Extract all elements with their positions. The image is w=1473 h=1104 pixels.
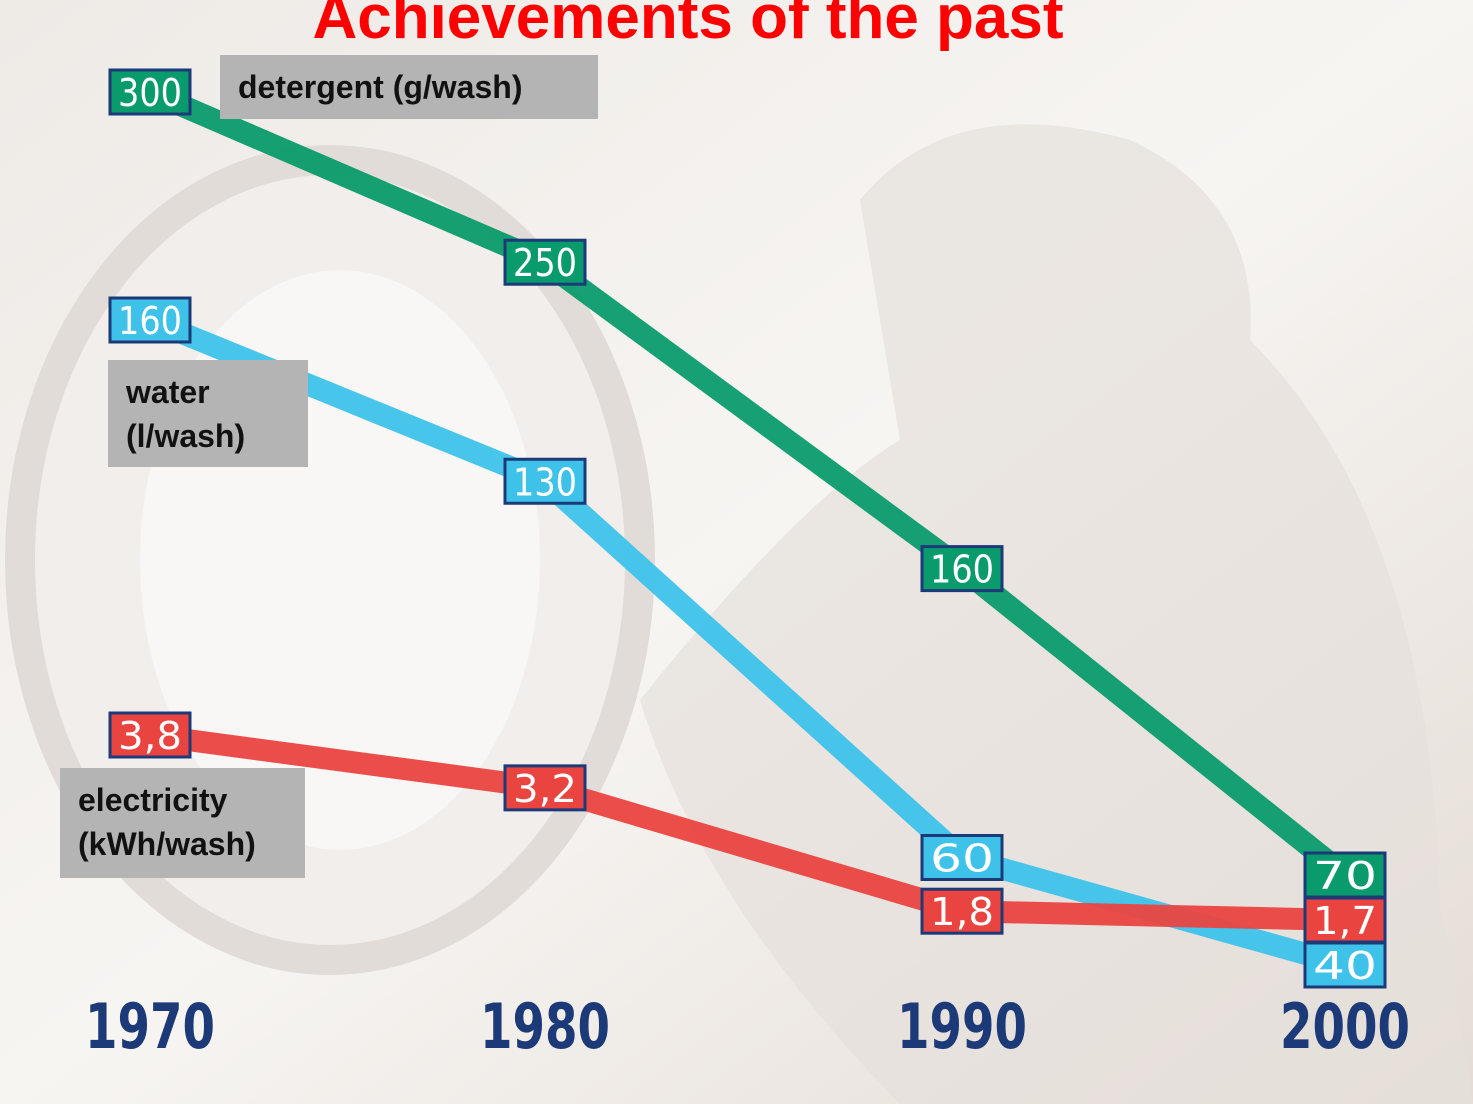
page: Achievements of the past 1970 1980 1990 200… (0, 0, 1473, 1104)
value-label: 1,8 (930, 890, 994, 934)
value-label: 3,8 (118, 714, 182, 758)
value-label: 300 (118, 71, 182, 115)
legend-label: electricity (kWh/wash) (60, 768, 305, 878)
value-label: 160 (118, 299, 182, 343)
value-label: 40 (1313, 944, 1377, 988)
value-label: 1,7 (1313, 899, 1377, 943)
chart-title: Achievements of the past (312, 0, 1063, 52)
value-label: 70 (1313, 854, 1377, 898)
value-label: 250 (513, 241, 577, 285)
x-tick-label: 1990 (897, 990, 1027, 1063)
x-tick-label: 2000 (1280, 990, 1410, 1063)
value-label: 130 (513, 460, 577, 504)
value-label: 160 (930, 548, 994, 592)
value-label: 60 (930, 837, 994, 881)
x-tick-label: 1970 (85, 990, 215, 1063)
legend-label: detergent (g/wash) (220, 55, 598, 119)
chart: Achievements of the past 1970 1980 1990 200… (0, 0, 1473, 1104)
x-tick-label: 1980 (480, 990, 610, 1063)
value-label: 3,2 (513, 767, 577, 811)
legend-label: water (l/wash) (108, 360, 308, 467)
